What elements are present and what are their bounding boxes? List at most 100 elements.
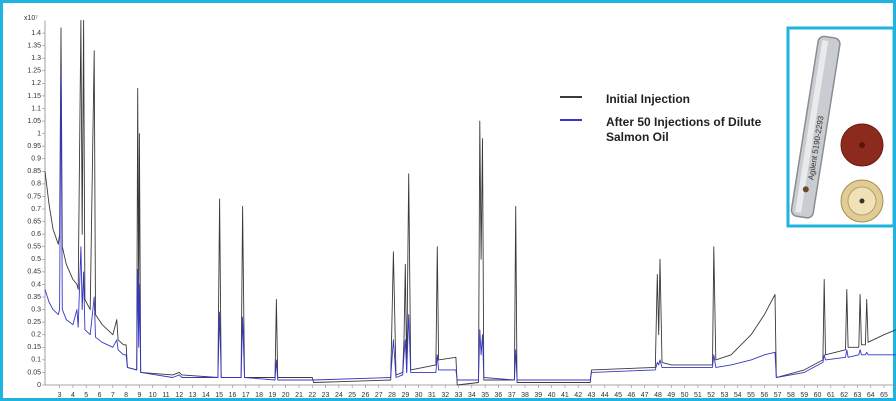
x-tick-label: 56: [760, 392, 768, 399]
y-tick-label: 0.9: [31, 156, 41, 163]
inset: Agilent 5190-2293: [786, 26, 896, 228]
x-tick-label: 35: [481, 392, 489, 399]
legend-item: Initial Injection: [560, 92, 766, 107]
y-multiplier: x10⁷: [24, 15, 38, 22]
x-tick-label: 58: [787, 392, 795, 399]
plot: 0 0.05 0.1 0.15 0.2 0.25 0.3 0.35 0.4 0.45 0.5 0.55…: [27, 20, 896, 399]
x-tick-label: 10: [149, 392, 157, 399]
x-tick-label: 16: [229, 392, 237, 399]
x-tick-label: 18: [255, 392, 263, 399]
x-tick-label: 13: [189, 392, 197, 399]
x-tick-label: 64: [867, 392, 875, 399]
x-tick-label: 15: [215, 392, 223, 399]
y-tick-label: 0.2: [31, 332, 41, 339]
y-tick-label: 0.5: [31, 256, 41, 263]
x-tick-label: 8: [124, 392, 128, 399]
x-tick-label: 25: [348, 392, 356, 399]
x-tick-label: 22: [308, 392, 316, 399]
x-tick-label: 52: [707, 392, 715, 399]
x-tick-label: 17: [242, 392, 250, 399]
y-tick-label: 0.35: [27, 294, 41, 301]
y-tick-label: 1.15: [27, 93, 41, 100]
x-tick-label: 46: [627, 392, 635, 399]
y-tick-label: 1.3: [31, 55, 41, 62]
x-tick-label: 63: [854, 392, 862, 399]
x-tick-label: 9: [137, 392, 141, 399]
y-tick-label: 1.1: [31, 105, 41, 112]
x-tick-label: 36: [495, 392, 503, 399]
y-tick-label: 1.2: [31, 80, 41, 87]
x-tick-label: 50: [681, 392, 689, 399]
x-tick-label: 21: [295, 392, 303, 399]
legend-label: Initial Injection: [606, 92, 691, 106]
x-tick-label: 33: [455, 392, 463, 399]
x-tick-label: 62: [840, 392, 848, 399]
y-tick-label: 0.25: [27, 319, 41, 326]
x-tick-label: 6: [98, 392, 102, 399]
x-tick-label: 7: [111, 392, 115, 399]
x-tick-label: 54: [734, 392, 742, 399]
x-tick-label: 27: [375, 392, 383, 399]
x-tick-label: 26: [362, 392, 370, 399]
y-tick-label: 0.65: [27, 218, 41, 225]
y-tick-label: 0.1: [31, 357, 41, 364]
x-tick-label: 57: [774, 392, 782, 399]
y-tick-label: 0.6: [31, 231, 41, 238]
legend-item: After 50 Injections of Dilute Salmon Oil: [560, 115, 766, 145]
y-tick-label: 0: [37, 382, 41, 389]
x-tick-label: 30: [415, 392, 423, 399]
y-tick-label: 0.3: [31, 306, 41, 313]
x-tick-label: 4: [71, 392, 75, 399]
series-line: [44, 20, 896, 386]
x-tick-label: 53: [721, 392, 729, 399]
y-tick-label: 0.8: [31, 181, 41, 188]
x-tick-label: 14: [202, 392, 210, 399]
x-tick-label: 38: [521, 392, 529, 399]
x-tick-label: 5: [84, 392, 88, 399]
y-tick-label: 0.85: [27, 168, 41, 175]
x-tick-label: 28: [388, 392, 396, 399]
x-tick-label: 55: [747, 392, 755, 399]
x-tick-label: 19: [268, 392, 276, 399]
x-tick-label: 47: [641, 392, 649, 399]
y-tick-label: 1.4: [31, 30, 41, 37]
x-tick-label: 37: [508, 392, 516, 399]
x-tick-label: 42: [574, 392, 582, 399]
x-tick-label: 59: [800, 392, 808, 399]
y-tick-label: 0.4: [31, 281, 41, 288]
x-tick-label: 51: [694, 392, 702, 399]
x-tick-label: 24: [335, 392, 343, 399]
x-tick-label: 20: [282, 392, 290, 399]
x-tick-label: 31: [428, 392, 436, 399]
y-tick-label: 0.45: [27, 269, 41, 276]
x-tick-label: 32: [441, 392, 449, 399]
legend: Initial Injection After 50 Injections of …: [560, 92, 766, 153]
x-tick-label: 61: [827, 392, 835, 399]
y-tick-label: 0.55: [27, 244, 41, 251]
x-tick-label: 48: [654, 392, 662, 399]
y-tick-label: 0.75: [27, 193, 41, 200]
y-tick-label: 0.05: [27, 369, 41, 376]
y-tick-label: 1.35: [27, 42, 41, 49]
x-tick-label: 40: [548, 392, 556, 399]
x-tick-label: 11: [162, 392, 169, 399]
y-tick-label: 1.25: [27, 68, 41, 75]
x-tick-label: 49: [667, 392, 675, 399]
y-tick-label: 0.7: [31, 206, 41, 213]
x-tick-label: 60: [814, 392, 822, 399]
legend-key: [560, 96, 582, 98]
x-tick-label: 29: [401, 392, 409, 399]
x-tick-label: 23: [322, 392, 330, 399]
x-tick-label: 44: [601, 392, 609, 399]
legend-label: After 50 Injections of Dilute Salmon Oil: [606, 115, 762, 144]
x-tick-label: 45: [614, 392, 622, 399]
x-tick-label: 39: [534, 392, 542, 399]
series-line: [44, 70, 896, 381]
legend-key: [560, 119, 582, 121]
x-tick-label: 12: [175, 392, 183, 399]
x-tick-label: 41: [561, 392, 569, 399]
liner-tube: Agilent 5190-2293: [790, 35, 841, 219]
y-tick-label: 1: [37, 130, 41, 137]
x-tick-label: 34: [468, 392, 476, 399]
